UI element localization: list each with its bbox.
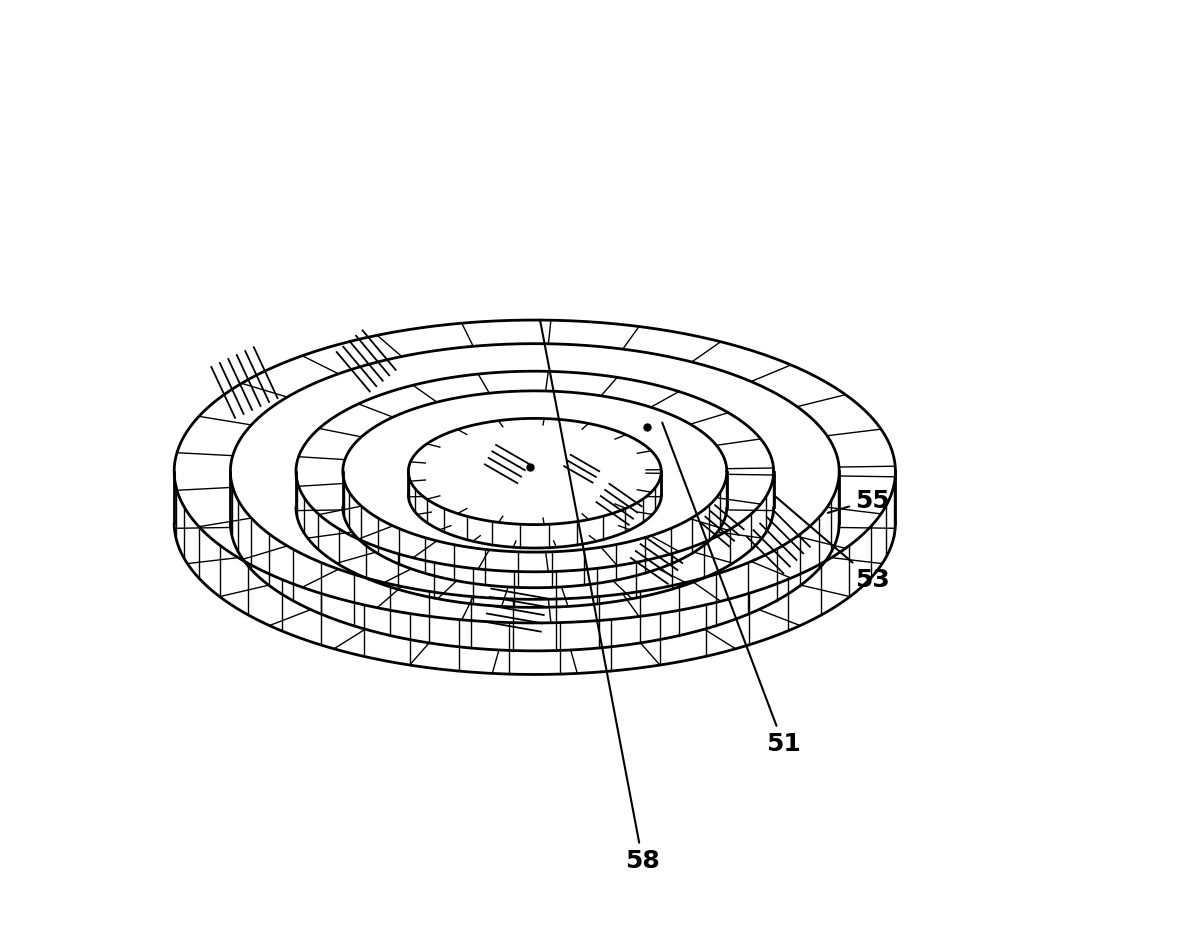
Text: 51: 51: [662, 423, 800, 755]
Text: 55: 55: [827, 488, 889, 514]
Text: 58: 58: [540, 320, 660, 872]
Text: 53: 53: [775, 497, 889, 592]
